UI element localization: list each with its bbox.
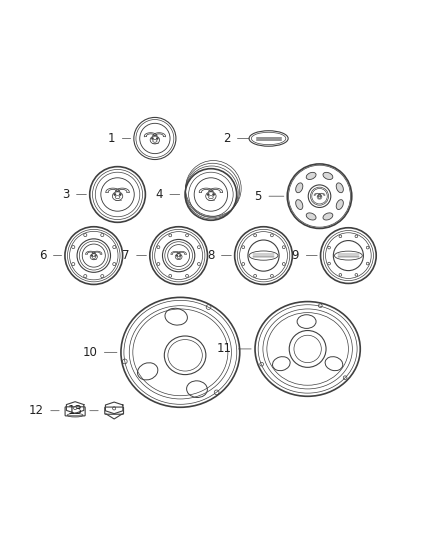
Circle shape	[270, 234, 273, 237]
Circle shape	[198, 263, 200, 265]
Circle shape	[113, 263, 116, 265]
Text: 12: 12	[28, 404, 43, 417]
Ellipse shape	[336, 200, 343, 209]
Circle shape	[355, 235, 358, 238]
Text: 13: 13	[68, 404, 83, 417]
Text: 9: 9	[292, 249, 299, 262]
Text: 3: 3	[62, 188, 69, 201]
Circle shape	[366, 246, 369, 249]
Ellipse shape	[323, 172, 333, 180]
Circle shape	[198, 246, 200, 248]
Circle shape	[101, 274, 104, 278]
Ellipse shape	[306, 213, 316, 220]
Circle shape	[157, 246, 160, 248]
Circle shape	[95, 255, 96, 256]
Circle shape	[270, 274, 273, 277]
Circle shape	[114, 194, 116, 195]
Circle shape	[186, 234, 188, 237]
Circle shape	[328, 262, 330, 265]
Circle shape	[355, 273, 358, 276]
Text: 1: 1	[108, 132, 115, 145]
Circle shape	[283, 263, 285, 265]
Circle shape	[186, 274, 188, 277]
Circle shape	[120, 194, 121, 195]
Circle shape	[84, 274, 87, 278]
Text: 8: 8	[207, 249, 214, 262]
Text: 4: 4	[155, 188, 162, 201]
Circle shape	[366, 262, 369, 265]
Circle shape	[152, 138, 153, 139]
Circle shape	[101, 233, 104, 237]
Circle shape	[72, 246, 75, 248]
Circle shape	[254, 274, 257, 277]
Circle shape	[328, 246, 330, 249]
Circle shape	[169, 274, 172, 277]
Text: 10: 10	[82, 346, 97, 359]
Circle shape	[157, 138, 158, 139]
Ellipse shape	[296, 183, 303, 193]
Text: 2: 2	[223, 132, 230, 145]
Ellipse shape	[306, 172, 316, 180]
Circle shape	[283, 246, 285, 248]
Circle shape	[72, 263, 75, 265]
Circle shape	[208, 194, 209, 195]
Circle shape	[157, 263, 160, 265]
Text: 11: 11	[216, 342, 231, 356]
Circle shape	[242, 246, 245, 248]
Text: 5: 5	[254, 190, 262, 203]
Circle shape	[180, 255, 181, 256]
Circle shape	[84, 233, 87, 237]
Ellipse shape	[323, 213, 333, 220]
Ellipse shape	[296, 200, 303, 209]
Circle shape	[339, 273, 342, 276]
Circle shape	[339, 235, 342, 238]
Ellipse shape	[336, 183, 343, 193]
Circle shape	[242, 263, 245, 265]
Text: 7: 7	[122, 249, 129, 262]
Circle shape	[169, 234, 172, 237]
Circle shape	[254, 234, 257, 237]
Circle shape	[213, 194, 214, 195]
Circle shape	[113, 246, 116, 248]
Text: 6: 6	[39, 249, 46, 262]
